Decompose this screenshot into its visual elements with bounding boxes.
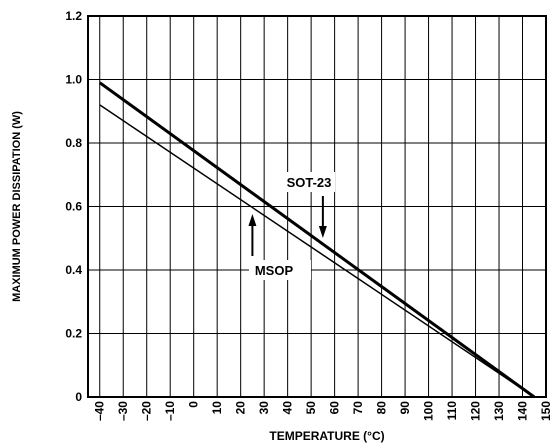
msop-arrow-head [248, 214, 257, 226]
x-tick-label: 150 [539, 401, 553, 421]
x-tick-label: 40 [281, 401, 295, 415]
x-tick-label: 10 [210, 401, 224, 415]
y-tick-label: 0 [75, 390, 82, 404]
y-tick-label: 1.2 [65, 9, 82, 23]
msop-label-bg [249, 260, 311, 280]
x-axis-label: TEMPERATURE (°C) [269, 429, 384, 443]
series-line-msop [99, 104, 535, 398]
y-tick-label: 0.2 [65, 327, 82, 341]
annotations: SOT-23 MSOP [248, 172, 335, 280]
sot23-arrow-head [318, 226, 327, 238]
x-tick-label: 30 [257, 401, 271, 415]
x-tick-label: –30 [116, 401, 130, 421]
x-tick-label: 80 [375, 401, 389, 415]
x-tick-label: –40 [93, 401, 107, 421]
x-tick-label: 100 [422, 401, 436, 421]
y-axis-label: MAXIMUM POWER DISSIPATION (W) [11, 111, 23, 302]
x-tick-label: 0 [187, 401, 201, 408]
series-lines [98, 81, 536, 399]
msop-label: MSOP [255, 263, 294, 278]
x-tick-label: 60 [328, 401, 342, 415]
y-tick-label: 0.8 [65, 136, 82, 150]
grid [88, 16, 546, 397]
y-tick-labels: 0 0.2 0.4 0.6 0.8 1.0 1.2 [65, 9, 82, 404]
x-tick-label: 50 [304, 401, 318, 415]
x-tick-label: 70 [351, 401, 365, 415]
x-tick-label: 130 [492, 401, 506, 421]
x-tick-label: 20 [234, 401, 248, 415]
x-tick-label: 110 [445, 401, 459, 421]
y-tick-label: 0.4 [65, 263, 82, 277]
y-tick-label: 1.0 [65, 73, 82, 87]
series-line-sot-23 [98, 81, 536, 399]
x-tick-label: 140 [516, 401, 530, 421]
sot23-label-bg [283, 172, 335, 192]
x-tick-label: 120 [469, 401, 483, 421]
x-tick-label: –10 [163, 401, 177, 421]
plot-frame [87, 15, 547, 398]
sot23-label: SOT-23 [287, 175, 332, 190]
x-tick-label: 90 [398, 401, 412, 415]
y-tick-label: 0.6 [65, 200, 82, 214]
x-tick-label: –20 [140, 401, 154, 421]
x-tick-labels: –40 –30 –20 –10 0 10 20 30 40 50 60 70 80 90 100 110 120… [93, 401, 553, 421]
